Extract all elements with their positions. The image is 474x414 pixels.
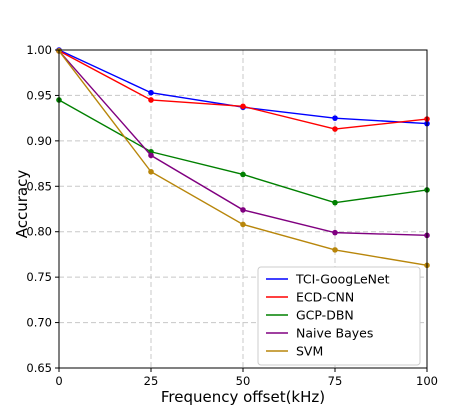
y-tick-label: 0.90 [26,134,52,148]
data-point [332,229,338,236]
data-point [148,168,154,175]
x-tick-label: 75 [328,374,343,388]
y-tick-label: 0.75 [26,270,52,284]
x-tick-label: 25 [144,374,159,388]
legend-label: TCI-GoogLeNet [295,272,390,287]
data-point [148,152,154,159]
legend-label: Naive Bayes [296,326,373,341]
y-tick-label: 0.95 [26,88,52,102]
legend-box [257,266,421,366]
y-tick-label: 0.85 [26,179,52,193]
series-lines [56,47,430,269]
data-point [332,126,338,132]
y-tick-label: 0.80 [26,225,52,239]
series-gcp-dbn [56,97,430,206]
data-point [240,221,246,228]
legend-label: SVM [296,344,323,359]
data-point [332,247,338,253]
x-tick-label: 100 [416,374,438,388]
data-point [240,207,246,213]
data-point [240,171,246,178]
data-point [240,103,246,110]
legend-label: ECD-CNN [296,290,354,305]
y-tick-label: 1.00 [26,43,52,57]
data-point [332,199,338,206]
axis-ticks: 0 25 50 75 100 0.65 0.70 0.75 0.80 0.85 0.90 0.95 1.… [26,43,438,388]
x-tick-label: 0 [55,374,62,388]
y-axis-label: Accuracy [13,170,31,239]
legend: TCI-GoogLeNet ECD-CNN GCP-DBN Naive Bayes SV… [257,266,421,366]
y-tick-label: 0.65 [26,361,52,375]
x-axis-label: Frequency offset(kHz) [161,388,325,406]
data-point [332,115,338,121]
data-point [148,89,154,96]
y-tick-label: 0.70 [26,316,52,330]
legend-label: GCP-DBN [296,308,354,323]
data-point [148,97,154,103]
x-tick-label: 50 [236,374,251,388]
